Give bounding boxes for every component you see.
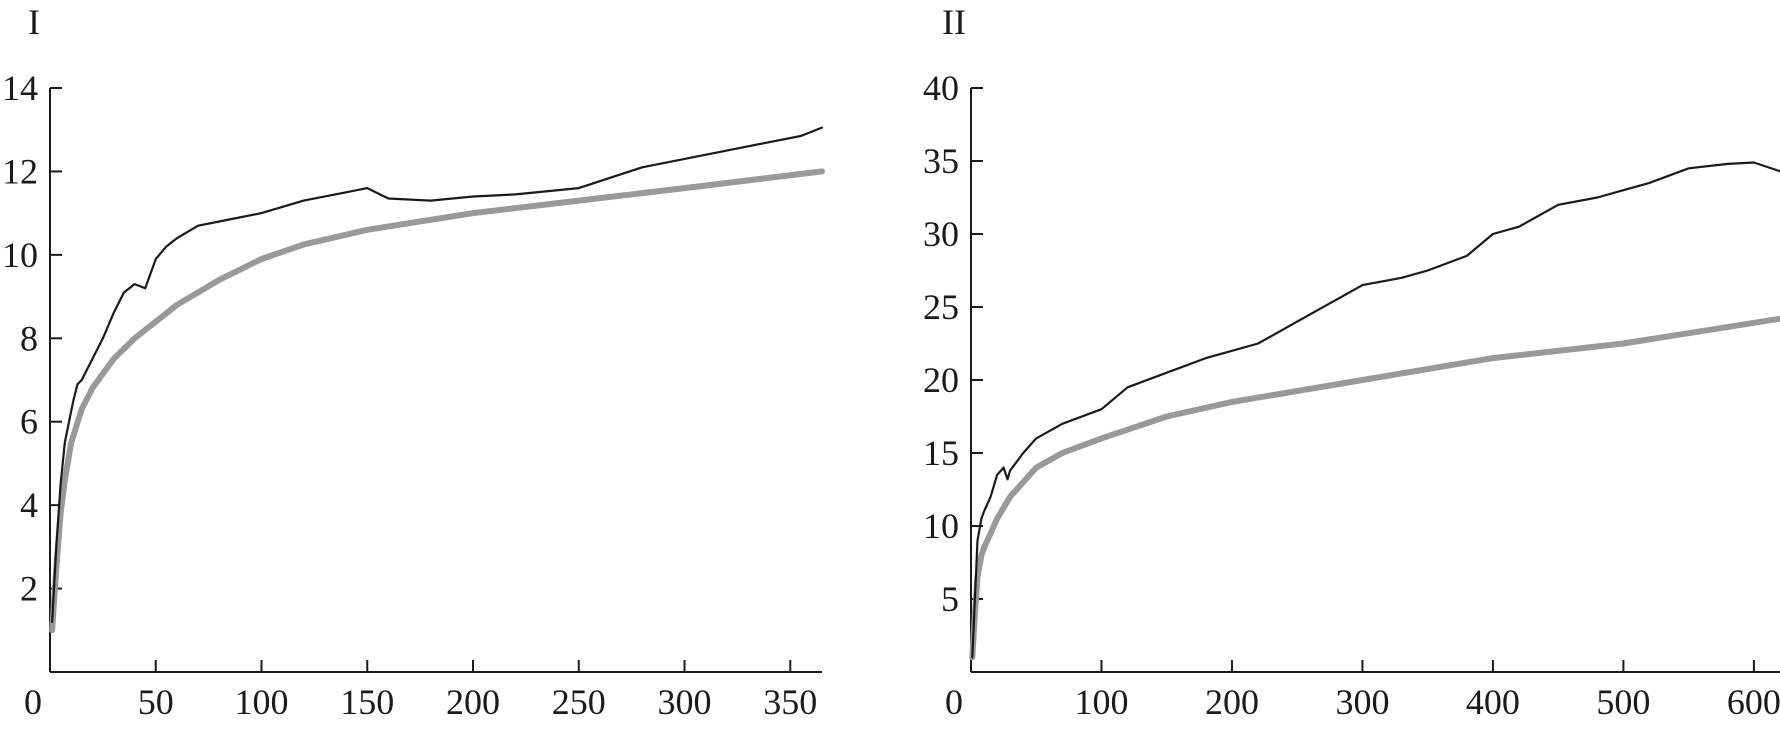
x-tick-label: 350 bbox=[763, 682, 817, 722]
series-line-2 bbox=[969, 315, 1780, 661]
series-layer bbox=[49, 126, 825, 634]
y-tick-label: 4 bbox=[20, 485, 38, 525]
y-tick-label: 30 bbox=[923, 214, 959, 254]
y-tick-label: 10 bbox=[923, 506, 959, 546]
y-tick-label: 14 bbox=[2, 68, 38, 108]
panel-title: II bbox=[942, 2, 966, 42]
panel-title: I bbox=[28, 2, 40, 42]
x-tick-label: 400 bbox=[1466, 682, 1520, 722]
x-tick-label: 100 bbox=[235, 682, 289, 722]
y-tick-label: 35 bbox=[923, 141, 959, 181]
x-tick-label: 250 bbox=[552, 682, 606, 722]
y-tick-label: 10 bbox=[2, 235, 38, 275]
x-tick-label: 300 bbox=[658, 682, 712, 722]
x-tick-label: 50 bbox=[138, 682, 174, 722]
x-tick-label: 150 bbox=[340, 682, 394, 722]
x-tick-label: 200 bbox=[1205, 682, 1259, 722]
x-tick-label: 100 bbox=[1074, 682, 1128, 722]
y-tick-label: 8 bbox=[20, 318, 38, 358]
x-tick-label: 300 bbox=[1335, 682, 1389, 722]
series-layer bbox=[969, 161, 1780, 661]
axes: 2 4 6 8 10 12 14 0 50 100 150 200 250 300 350 bbox=[2, 68, 822, 722]
series-line-2 bbox=[49, 168, 825, 634]
x-tick-label: 0 bbox=[24, 682, 42, 722]
y-tick-label: 6 bbox=[20, 402, 38, 442]
y-tick-label: 40 bbox=[923, 68, 959, 108]
x-tick-label: 200 bbox=[446, 682, 500, 722]
x-tick-label: 500 bbox=[1596, 682, 1650, 722]
y-tick-label: 12 bbox=[2, 151, 38, 191]
y-tick-label: 25 bbox=[923, 287, 959, 327]
y-tick-label: 2 bbox=[20, 569, 38, 609]
y-tick-label: 20 bbox=[923, 360, 959, 400]
x-tick-label: 0 bbox=[945, 682, 963, 722]
y-tick-label: 15 bbox=[923, 433, 959, 473]
series-line-1 bbox=[50, 126, 824, 624]
series-line-1 bbox=[971, 161, 1780, 659]
chart-panel-i: I 2 4 6 8 10 12 14 0 50 100 150 200 250 300 350 bbox=[2, 2, 825, 722]
y-tick-label: 5 bbox=[941, 579, 959, 619]
x-tick-label: 600 bbox=[1727, 682, 1780, 722]
